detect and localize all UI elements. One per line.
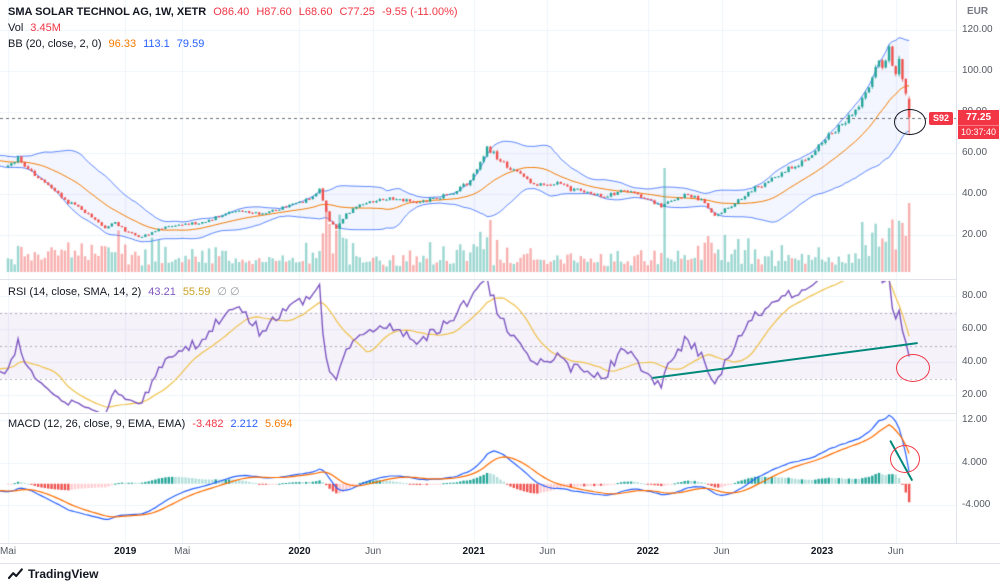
volume-legend-row[interactable]: Vol 3.45M — [8, 20, 458, 36]
price-scale-tick: 40.00 — [962, 188, 988, 199]
symbol-legend-row[interactable]: SMA SOLAR TECHNOL AG, 1W, XETR O86.40 H8… — [8, 4, 458, 20]
rsi-extra-value: ∅ ∅ — [217, 286, 240, 298]
price-scale-tick: 100.00 — [962, 65, 993, 76]
macd-hist-value: -3.482 — [192, 418, 224, 430]
price-scale-tick: 120.00 — [962, 24, 993, 35]
time-axis-label: Mai — [0, 546, 17, 557]
time-axis[interactable]: Mai 2019 Mai 2020 Jun 2021 Jun 2022 Jun 2023 Jun — [0, 544, 956, 562]
time-axis-label: 2023 — [810, 546, 834, 557]
rsi-scale-tick: 20.00 — [962, 389, 988, 400]
volume-value: 3.45M — [30, 22, 61, 34]
time-axis-label: Mai — [174, 546, 191, 557]
time-axis-label: 2019 — [114, 546, 137, 557]
bar-countdown-tag: 10:37:40 — [958, 125, 999, 139]
ohlc-high: H87.60 — [256, 6, 292, 18]
currency-label[interactable]: EUR — [967, 6, 989, 17]
pane-separator-main-rsi[interactable] — [0, 279, 1000, 280]
tradingview-footer[interactable]: TradingView — [8, 567, 98, 581]
time-axis-border — [0, 543, 1000, 544]
macd-scale-tick: -4.000 — [962, 499, 991, 510]
footer-border — [0, 563, 1000, 564]
rsi-legend[interactable]: RSI (14, close, SMA, 14, 2) 43.21 55.59 … — [8, 284, 240, 300]
time-axis-label: Jun — [539, 546, 556, 557]
macd-label: MACD (12, 26, close, 9, EMA, EMA) — [8, 418, 186, 430]
time-axis-label: 2020 — [288, 546, 311, 557]
rsi-label: RSI (14, close, SMA, 14, 2) — [8, 286, 142, 298]
bb-basis-value: 96.33 — [108, 38, 137, 50]
pane-separator-rsi-macd[interactable] — [0, 413, 1000, 414]
macd-signal-value: 5.694 — [265, 418, 293, 430]
macd-legend[interactable]: MACD (12, 26, close, 9, EMA, EMA) -3.482… — [8, 416, 293, 432]
symbol-title[interactable]: SMA SOLAR TECHNOL AG, 1W, XETR — [8, 6, 207, 18]
time-axis-label: Jun — [887, 546, 904, 557]
time-axis-label: 2021 — [462, 546, 485, 557]
rsi-scale-tick: 80.00 — [962, 290, 988, 301]
price-scale-tick: 20.00 — [962, 229, 988, 240]
macd-scale-tick: 12.00 — [962, 414, 988, 425]
price-scale[interactable]: EUR 77.25 10:37:40 120.00 100.00 80.00 60.0… — [956, 0, 1000, 543]
volume-label: Vol — [8, 22, 24, 34]
bb-lower-value: 79.59 — [176, 38, 205, 50]
bb-upper-value: 113.1 — [143, 38, 170, 50]
macd-line-value: 2.212 — [230, 418, 259, 430]
rsi-value: 43.21 — [148, 286, 176, 298]
macd-annotation-circle[interactable] — [890, 445, 920, 473]
rsi-ma-value: 55.59 — [182, 286, 211, 298]
last-price-tag: 77.25 — [958, 110, 999, 125]
tradingview-brand-text: TradingView — [28, 567, 99, 581]
time-axis-label: Jun — [365, 546, 382, 557]
rsi-scale-tick: 40.00 — [962, 356, 988, 367]
change-value: -9.55 (-11.00%) — [381, 6, 458, 18]
ohlc-open: O86.40 — [213, 6, 250, 18]
alert-label-tag[interactable]: S92 — [929, 112, 954, 125]
bb-label: BB (20, close, 2, 0) — [8, 38, 102, 50]
ohlc-close: C77.25 — [339, 6, 375, 18]
price-scale-tick: 60.00 — [962, 147, 988, 158]
macd-scale-tick: 4.000 — [962, 456, 988, 468]
rsi-scale-tick: 60.00 — [962, 323, 988, 334]
time-axis-label: Jun — [713, 546, 730, 557]
time-axis-label: 2022 — [636, 546, 659, 557]
main-chart-legend[interactable]: SMA SOLAR TECHNOL AG, 1W, XETR O86.40 H8… — [8, 4, 458, 52]
tradingview-logo-icon — [8, 567, 23, 579]
bb-legend-row[interactable]: BB (20, close, 2, 0) 96.33 113.1 79.59 — [8, 36, 458, 52]
ohlc-low: L68.60 — [298, 6, 333, 18]
price-annotation-circle[interactable] — [894, 109, 926, 135]
rsi-annotation-circle[interactable] — [896, 354, 930, 382]
